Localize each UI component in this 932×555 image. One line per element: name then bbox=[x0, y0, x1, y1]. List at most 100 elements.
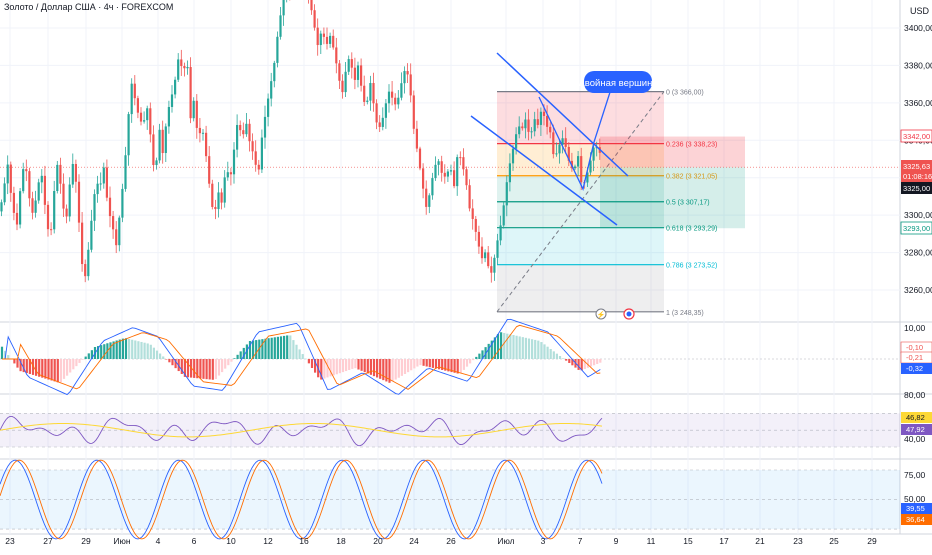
macd-histogram-bar bbox=[245, 344, 248, 359]
channel-lower-line[interactable] bbox=[470, 115, 618, 226]
time-tick-label[interactable]: 3 bbox=[541, 536, 546, 546]
time-tick-label[interactable]: 16 bbox=[299, 536, 309, 546]
price-tick-label[interactable]: 3360,00 bbox=[904, 98, 932, 108]
time-tick-label[interactable]: Июн bbox=[113, 536, 130, 546]
time-tick-label[interactable]: 23 bbox=[5, 536, 15, 546]
rsi-tick-label[interactable]: 80,00 bbox=[904, 390, 926, 400]
long-short-position-zones[interactable] bbox=[0, 136, 900, 229]
candle-body bbox=[174, 79, 177, 95]
macd-histogram-bar bbox=[162, 356, 165, 359]
time-tick-label[interactable]: 4 bbox=[156, 536, 161, 546]
rsi-tick-label[interactable]: 40,00 bbox=[904, 434, 926, 444]
rsi-value-box[interactable] bbox=[901, 424, 932, 435]
price-label-box[interactable] bbox=[900, 129, 932, 143]
price-tick-label[interactable]: 3280,00 bbox=[904, 248, 932, 258]
macd-histogram-bar bbox=[453, 359, 456, 373]
candle-body bbox=[360, 65, 363, 86]
time-tick-label[interactable]: 21 bbox=[755, 536, 765, 546]
fib-level-label: 0.382 (3 321,05) bbox=[666, 174, 717, 181]
time-tick-label[interactable]: 7 bbox=[578, 536, 583, 546]
macd-histogram-bar bbox=[239, 351, 242, 359]
event-badges[interactable]: ⚡ bbox=[595, 308, 635, 320]
time-tick-label[interactable]: 9 bbox=[614, 536, 619, 546]
time-tick-label[interactable]: 10 bbox=[226, 536, 236, 546]
lightning-icon[interactable] bbox=[595, 308, 607, 320]
price-tick-label[interactable]: 3260,00 bbox=[904, 285, 932, 295]
time-tick-label[interactable]: 15 bbox=[683, 536, 693, 546]
macd-histogram-bar bbox=[586, 359, 589, 368]
stop-zone[interactable] bbox=[600, 136, 745, 168]
stoch-value-box[interactable] bbox=[901, 514, 932, 525]
time-tick-label[interactable]: 26 bbox=[446, 536, 456, 546]
macd-histogram-bar bbox=[363, 359, 366, 373]
macd-histogram-bar bbox=[171, 359, 174, 366]
macd-histogram-bar bbox=[562, 358, 565, 359]
stoch-value-box[interactable] bbox=[901, 503, 932, 514]
time-tick-label[interactable]: 25 bbox=[829, 536, 839, 546]
candle-body bbox=[496, 240, 499, 258]
macd-histogram-bar bbox=[180, 359, 183, 374]
candle-body bbox=[59, 164, 62, 184]
macd-histogram-bar bbox=[314, 359, 317, 373]
time-tick-label[interactable]: 29 bbox=[867, 536, 877, 546]
time-tick-label[interactable]: 24 bbox=[409, 536, 419, 546]
double-top-path[interactable] bbox=[538, 85, 613, 191]
candle-body bbox=[316, 27, 319, 46]
time-axis[interactable]: 23 27 29 Июн 4 6 10 12 16 18 20 24 26 Июл 3 7 9 11 15 17 21 2… bbox=[5, 536, 877, 546]
macd-histogram-bar bbox=[577, 359, 580, 370]
time-tick-label[interactable]: 6 bbox=[192, 536, 197, 546]
macd-histogram-bar bbox=[214, 359, 217, 379]
price-tick-label[interactable]: 3400,00 bbox=[904, 23, 932, 33]
stoch-tick-label[interactable]: 50,00 bbox=[904, 494, 926, 504]
double-top-callout[interactable]: Двойная вершина bbox=[578, 71, 658, 93]
price-label-box[interactable] bbox=[900, 221, 932, 235]
candle-body bbox=[518, 126, 521, 135]
time-tick-label[interactable]: 27 bbox=[43, 536, 53, 546]
price-tick-label[interactable]: 3300,00 bbox=[904, 210, 932, 220]
time-tick-label[interactable]: 17 bbox=[719, 536, 729, 546]
time-tick-label[interactable]: 12 bbox=[263, 536, 273, 546]
time-tick-label[interactable]: 29 bbox=[81, 536, 91, 546]
trendlines-layer[interactable] bbox=[470, 52, 629, 226]
macd-histogram-bar bbox=[174, 359, 177, 369]
candle-body bbox=[425, 188, 428, 207]
candle-body bbox=[186, 66, 189, 69]
macd-histogram-bar bbox=[555, 353, 558, 359]
macd-histogram-bar bbox=[459, 359, 462, 374]
price-axis[interactable]: 3400,003380,003360,003340,003320,003300,… bbox=[900, 23, 932, 525]
candle-body bbox=[84, 264, 87, 277]
macd-tick-label[interactable]: 10,00 bbox=[904, 323, 926, 333]
stoch-tick-label[interactable]: 75,00 bbox=[904, 470, 926, 480]
time-tick-label[interactable]: 11 bbox=[647, 536, 656, 546]
price-label-box[interactable] bbox=[901, 170, 932, 182]
macd-histogram-bar bbox=[357, 359, 360, 370]
candle-body bbox=[555, 153, 558, 155]
price-tick-label[interactable]: 3380,00 bbox=[904, 60, 932, 70]
target-zone[interactable] bbox=[600, 167, 745, 229]
candle-body bbox=[363, 85, 366, 102]
price-label-box[interactable] bbox=[901, 160, 932, 172]
rsi-value-box[interactable] bbox=[901, 412, 932, 423]
candle-body bbox=[387, 91, 391, 104]
candle-body bbox=[325, 36, 329, 44]
macd-value-box[interactable] bbox=[901, 363, 932, 374]
time-tick-label[interactable]: 23 bbox=[793, 536, 803, 546]
candle-body bbox=[15, 212, 19, 225]
candle-body bbox=[542, 111, 546, 116]
candle-body bbox=[40, 175, 43, 183]
macd-histogram-bar bbox=[307, 359, 310, 364]
macd-histogram-bar bbox=[75, 359, 78, 367]
symbol-title: Золото / Доллар США · 4ч · FOREXCOM bbox=[4, 2, 173, 12]
candle-body bbox=[226, 172, 229, 178]
candle-body bbox=[263, 116, 267, 138]
price-label-box[interactable] bbox=[901, 182, 932, 194]
callout-bubble[interactable] bbox=[584, 71, 652, 93]
candle-body bbox=[595, 147, 598, 149]
macd-histogram-bar bbox=[183, 359, 186, 377]
time-tick-label[interactable]: 18 bbox=[336, 536, 346, 546]
time-tick-label[interactable]: Июл bbox=[497, 536, 514, 546]
channel-upper-line[interactable] bbox=[496, 52, 629, 177]
time-tick-label[interactable]: 20 bbox=[373, 536, 383, 546]
macd-histogram-bar bbox=[348, 359, 351, 370]
